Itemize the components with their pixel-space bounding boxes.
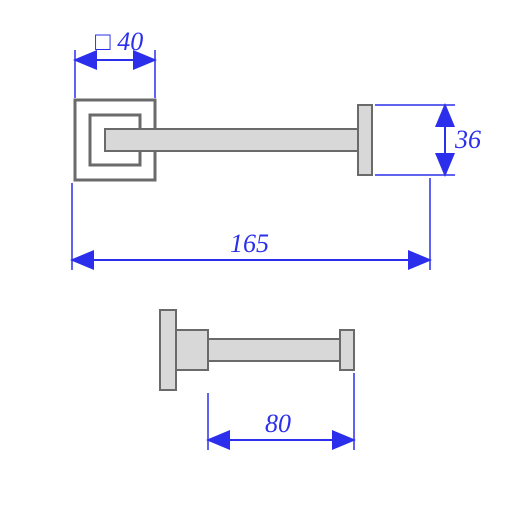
svg-text:□ 40: □ 40 [95, 27, 143, 56]
square-symbol: □ [95, 27, 111, 56]
dim-40-value: 40 [117, 27, 143, 56]
dim-height-36: 36 [375, 105, 481, 175]
dim-165-value: 165 [230, 229, 269, 258]
dim-stem-80: 80 [208, 373, 354, 450]
technical-drawing: □ 40 36 165 80 [0, 0, 530, 530]
side-view [160, 310, 354, 390]
dim-80-value: 80 [265, 409, 291, 438]
dim-width-165: 165 [72, 178, 430, 270]
dim-36-value: 36 [454, 125, 481, 154]
front-view [75, 100, 372, 180]
dim-square-40: □ 40 [75, 27, 155, 98]
